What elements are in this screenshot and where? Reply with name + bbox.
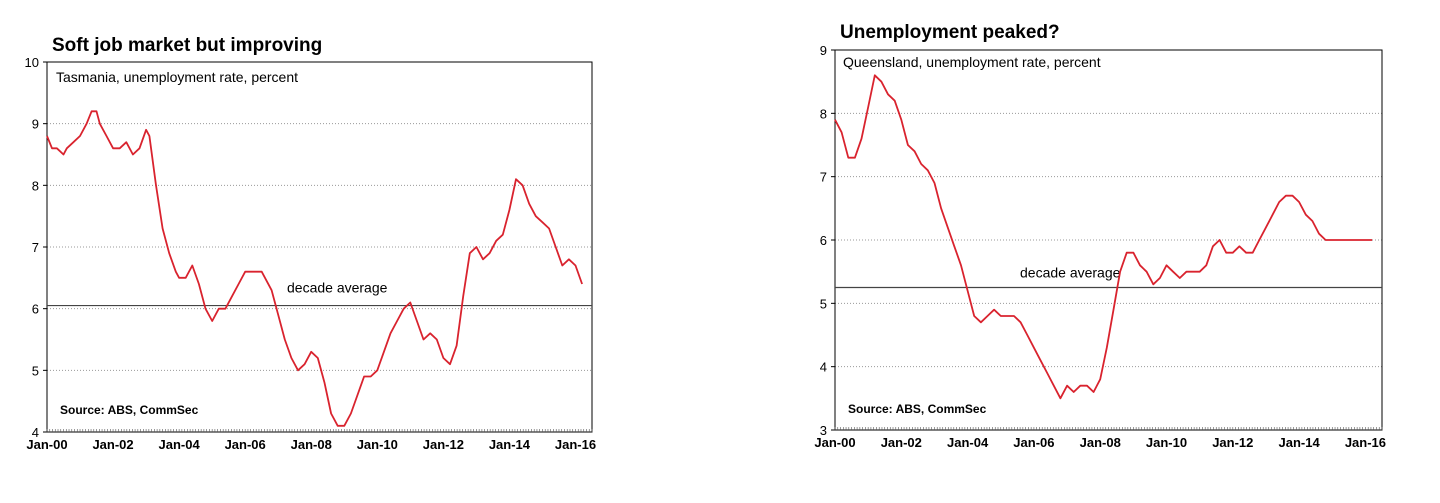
x-tick-label: Jan-14	[1279, 435, 1321, 450]
x-tick-label: Jan-10	[1146, 435, 1187, 450]
x-tick-label: Jan-12	[423, 437, 464, 452]
y-tick-label: 8	[820, 106, 827, 121]
x-tick-label: Jan-06	[1013, 435, 1054, 450]
y-tick-label: 7	[32, 240, 39, 255]
unemployment-rate-line	[46, 110, 583, 427]
chart-subtitle: Queensland, unemployment rate, percent	[843, 54, 1101, 70]
queensland-chart-svg: Unemployment peaked? 3 4 5 6 7 8 9 Jan-00 Jan-02…	[814, 22, 1386, 450]
x-tick-label: Jan-00	[26, 437, 67, 452]
x-tick-label: Jan-08	[1080, 435, 1121, 450]
x-tick-label: Jan-04	[947, 435, 989, 450]
y-tick-label: 7	[820, 170, 827, 185]
y-tick-label: 10	[25, 55, 39, 70]
chart-title: Soft job market but improving	[52, 35, 322, 56]
queensland-chart: Unemployment peaked? 3 4 5 6 7 8 9 Jan-00 Jan-02…	[800, 0, 1420, 503]
x-tick-label: Jan-10	[357, 437, 398, 452]
x-tick-label: Jan-02	[92, 437, 133, 452]
source-note: Source: ABS, CommSec	[60, 403, 199, 417]
decade-average-label: decade average	[287, 280, 388, 296]
x-tick-label: Jan-16	[555, 437, 596, 452]
tasmania-chart-svg: Soft job market but improving 4 5 6 7 8 9 10 Ja…	[25, 35, 597, 452]
tasmania-chart: Soft job market but improving 4 5 6 7 8 9 10 Ja…	[0, 0, 620, 503]
x-tick-label: Jan-00	[814, 435, 855, 450]
x-tick-label: Jan-16	[1345, 435, 1386, 450]
y-tick-label: 4	[32, 425, 39, 440]
x-tick-label: Jan-04	[159, 437, 201, 452]
x-tick-label: Jan-08	[291, 437, 332, 452]
y-tick-label: 5	[32, 363, 39, 378]
y-tick-label: 9	[820, 43, 827, 58]
y-tick-label: 6	[32, 302, 39, 317]
y-tick-label: 9	[32, 117, 39, 132]
decade-average-label: decade average	[1020, 265, 1121, 281]
y-tick-label: 4	[820, 360, 827, 375]
x-tick-label: Jan-12	[1212, 435, 1253, 450]
chart-title: Unemployment peaked?	[840, 22, 1060, 43]
y-tick-label: 3	[820, 423, 827, 438]
y-tick-label: 5	[820, 296, 827, 311]
x-tick-label: Jan-06	[225, 437, 266, 452]
y-tick-label: 8	[32, 178, 39, 193]
x-tick-label: Jan-02	[881, 435, 922, 450]
source-note: Source: ABS, CommSec	[848, 402, 987, 416]
y-tick-label: 6	[820, 233, 827, 248]
x-tick-label: Jan-14	[489, 437, 531, 452]
chart-subtitle: Tasmania, unemployment rate, percent	[56, 69, 298, 85]
unemployment-rate-line	[834, 74, 1373, 400]
